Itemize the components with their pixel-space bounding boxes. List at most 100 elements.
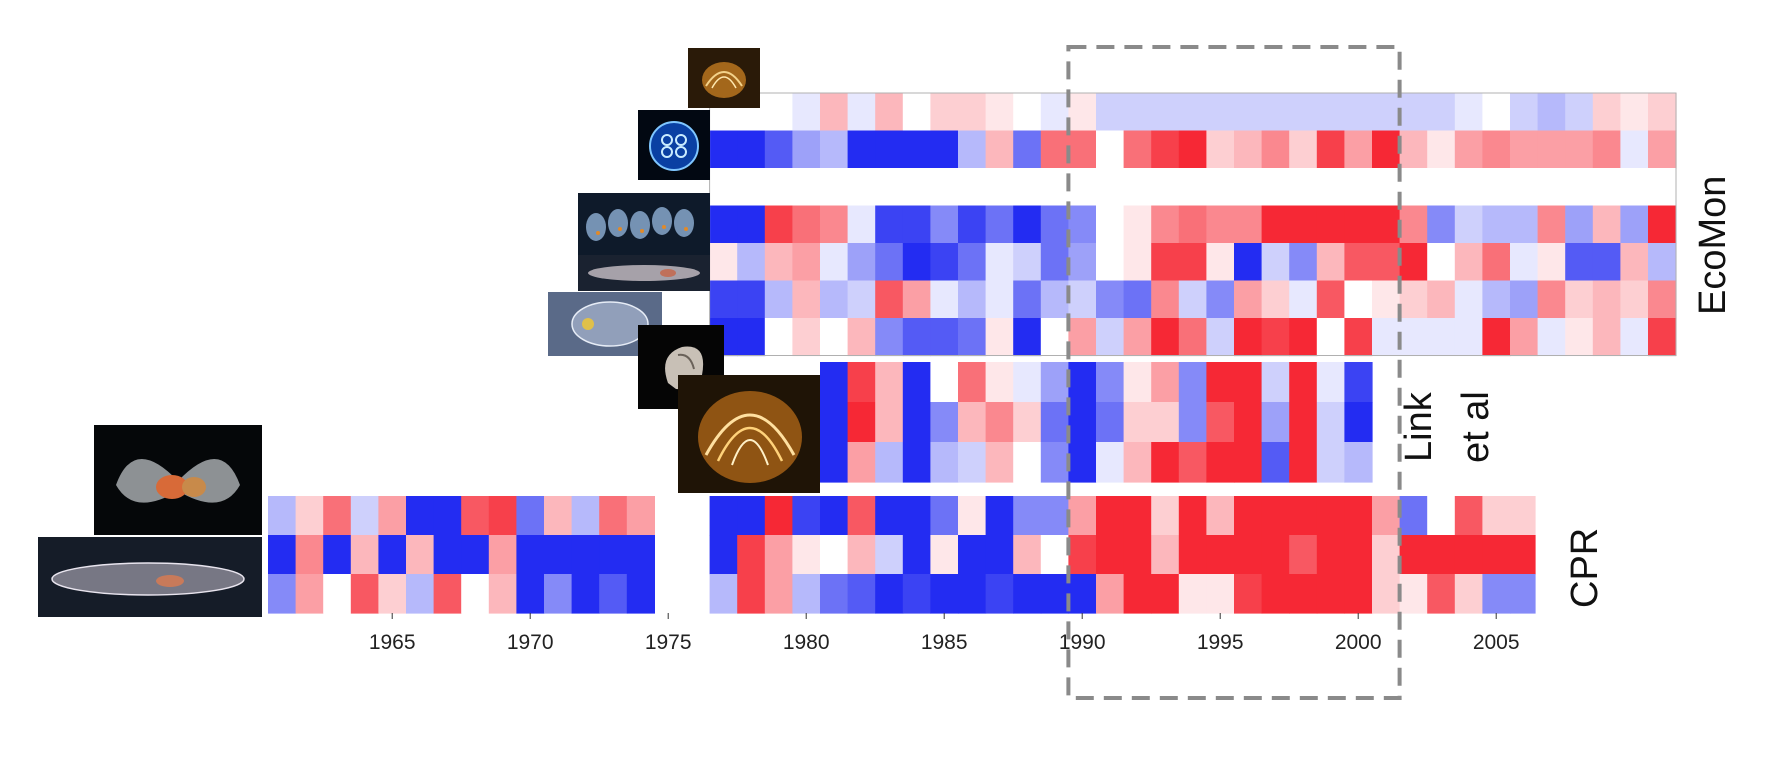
heatmap-cell	[1510, 205, 1539, 244]
heatmap-cell	[1040, 130, 1069, 169]
heatmap-cell	[1068, 168, 1097, 207]
heatmap-cell	[1123, 130, 1152, 169]
heatmap-cell	[985, 130, 1014, 169]
heatmap-cell	[1620, 168, 1649, 207]
heatmap-cell	[737, 496, 766, 536]
heatmap-cell	[737, 574, 766, 614]
heatmap-cell	[1510, 243, 1539, 282]
heatmap-cell	[875, 205, 904, 244]
heatmap-cell	[958, 205, 987, 244]
heatmap-cell	[1068, 496, 1097, 536]
heatmap-cell	[1151, 318, 1180, 357]
heatmap-cell	[1316, 205, 1345, 244]
heatmap-cell	[1510, 574, 1536, 614]
heatmap-cell	[1565, 93, 1594, 132]
heatmap-cell	[820, 130, 849, 169]
heatmap-cell	[1592, 318, 1621, 357]
heatmap-cell	[268, 496, 297, 536]
heatmap-cell	[1620, 205, 1649, 244]
heatmap-cell	[1151, 243, 1180, 282]
x-tick-label: 2005	[1473, 631, 1520, 654]
heatmap-cell	[709, 130, 738, 169]
heatmap-cell	[1316, 243, 1345, 282]
heatmap-cell	[820, 318, 849, 357]
heatmap-cell	[1316, 574, 1345, 614]
heatmap-cell	[1565, 318, 1594, 357]
heatmap-cell	[1510, 168, 1539, 207]
heatmap-cell	[737, 535, 766, 575]
heatmap-cell	[406, 574, 435, 614]
heatmap-cell	[764, 130, 793, 169]
heatmap-cell	[1344, 93, 1373, 132]
heatmap-cell	[1040, 402, 1069, 443]
heatmap-cell	[1289, 535, 1318, 575]
heatmap-cell	[1234, 93, 1263, 132]
heatmap-cell	[1123, 93, 1152, 132]
heatmap-cell	[1537, 318, 1566, 357]
heatmap-cell	[1454, 496, 1483, 536]
heatmap-cell	[1151, 442, 1180, 483]
heatmap-cell	[1427, 280, 1456, 319]
x-tick-label: 1975	[645, 631, 692, 654]
heatmap-cell	[1096, 243, 1125, 282]
heatmap-cell	[820, 535, 849, 575]
heatmap-cell	[350, 535, 379, 575]
heatmap-cell	[902, 496, 931, 536]
heatmap-cell	[737, 168, 766, 207]
heatmap-cell	[1178, 442, 1207, 483]
heatmap-cell	[1399, 574, 1428, 614]
heatmap-cell	[378, 496, 407, 536]
heatmap-cell	[1454, 205, 1483, 244]
heatmap-cell	[1068, 362, 1097, 403]
heatmap-cell	[1510, 496, 1536, 536]
heatmap-cell	[1096, 280, 1125, 319]
heatmap-cell	[709, 535, 738, 575]
heatmap-cell	[1123, 496, 1152, 536]
heatmap-cell	[1013, 496, 1042, 536]
heatmap-cell	[709, 574, 738, 614]
heatmap-cell	[516, 535, 545, 575]
heatmap-cell	[1013, 130, 1042, 169]
heatmap-cell	[875, 280, 904, 319]
heatmap-cell	[764, 574, 793, 614]
heatmap-cell	[1123, 205, 1152, 244]
heatmap-cell	[1289, 442, 1318, 483]
heatmap-cell	[1316, 402, 1345, 443]
heatmap-cell	[902, 243, 931, 282]
comb-jelly-icon	[678, 375, 820, 493]
heatmap-cell	[930, 496, 959, 536]
heatmap-cell	[1289, 496, 1318, 536]
heatmap-cell	[1261, 535, 1290, 575]
heatmap-cell	[1040, 496, 1069, 536]
heatmap-cell	[875, 130, 904, 169]
heatmap-cell	[1454, 168, 1483, 207]
heatmap-cell	[792, 168, 821, 207]
heatmap-cell	[737, 280, 766, 319]
heatmap-cell	[1068, 205, 1097, 244]
heatmap-cell	[1068, 442, 1097, 483]
heatmap-cell	[1510, 93, 1539, 132]
heatmap-cell	[847, 318, 876, 357]
heatmap-cell	[1344, 318, 1373, 357]
heatmap-cell	[1648, 205, 1677, 244]
heatmap-cell	[958, 318, 987, 357]
heatmap-cell	[1372, 93, 1401, 132]
heatmap-cell	[930, 442, 959, 483]
heatmap-cell	[1261, 243, 1290, 282]
heatmap-cell	[1427, 535, 1456, 575]
heatmap-cell	[1178, 318, 1207, 357]
heatmap-cell	[1234, 318, 1263, 357]
heatmap-cell	[820, 243, 849, 282]
heatmap-cell	[737, 243, 766, 282]
heatmap-cell	[571, 496, 600, 536]
heatmap-cell	[709, 243, 738, 282]
heatmap-cell	[1096, 362, 1125, 403]
heatmap-cell	[1427, 205, 1456, 244]
heatmap-cell	[820, 280, 849, 319]
heatmap-cell	[1013, 243, 1042, 282]
heatmap-cell	[1592, 93, 1621, 132]
heatmap-cell	[985, 168, 1014, 207]
heatmap-cell	[1096, 318, 1125, 357]
heatmap-cell	[1454, 243, 1483, 282]
heatmap-cell	[1261, 574, 1290, 614]
